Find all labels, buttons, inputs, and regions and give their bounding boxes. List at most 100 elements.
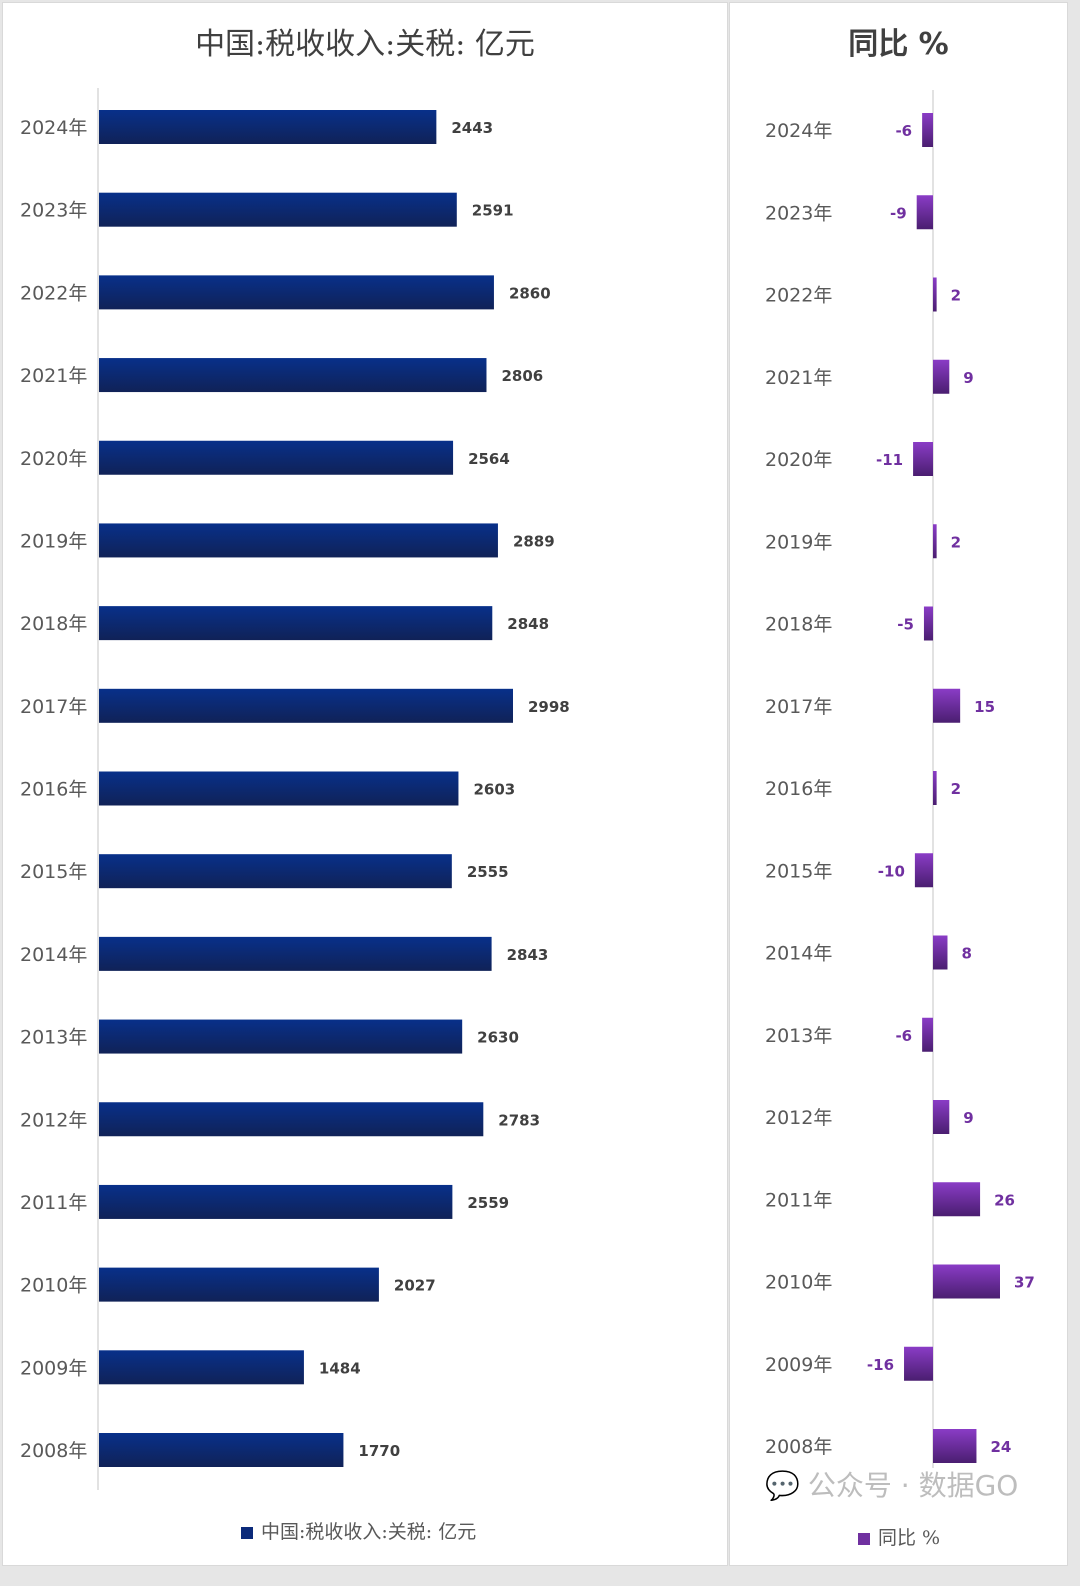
bar <box>916 195 933 230</box>
bar <box>99 275 494 310</box>
bar <box>933 688 961 723</box>
legend: 中国:税收收入:关税: 亿元 <box>241 1523 476 1542</box>
y-tick-label: 2015年 <box>20 861 87 883</box>
data-label: 2555 <box>467 863 509 881</box>
y-tick-label: 2020年 <box>20 448 87 470</box>
y-tick-label: 2016年 <box>20 779 87 801</box>
data-label: -5 <box>897 616 914 634</box>
wechat-icon: 💬 <box>765 1469 800 1502</box>
y-tick-label: 2009年 <box>20 1357 87 1379</box>
data-label: 2591 <box>472 202 514 220</box>
legend-label: 中国:税收收入:关税: 亿元 <box>261 1521 477 1543</box>
bar <box>99 771 459 806</box>
bar <box>99 854 452 889</box>
bar <box>99 1350 304 1385</box>
y-tick-label: 2024年 <box>765 120 832 142</box>
y-tick-label: 2016年 <box>765 778 832 800</box>
chart-title: 中国:税收收入:关税: 亿元 <box>195 27 535 62</box>
data-label: 1484 <box>319 1359 361 1377</box>
y-tick-label: 2019年 <box>765 531 832 553</box>
y-tick-label: 2021年 <box>20 365 87 387</box>
bar <box>99 688 513 723</box>
bar <box>933 277 937 312</box>
bar <box>933 771 937 805</box>
y-tick-label: 2010年 <box>20 1275 87 1297</box>
data-label: 9 <box>963 369 973 387</box>
y-tick-label: 2015年 <box>765 860 832 882</box>
chart-title: 同比 % <box>848 27 949 62</box>
bar <box>933 524 937 559</box>
y-tick-label: 2010年 <box>765 1272 832 1294</box>
y-tick-label: 2024年 <box>20 117 87 139</box>
y-tick-label: 2022年 <box>765 285 832 307</box>
data-label: 2 <box>951 780 961 798</box>
y-tick-label: 2014年 <box>20 944 87 966</box>
data-label: 9 <box>963 1109 973 1127</box>
y-tick-label: 2012年 <box>20 1109 87 1131</box>
y-tick-label: 2012年 <box>765 1107 832 1129</box>
data-label: -9 <box>890 204 907 222</box>
bar <box>913 442 933 476</box>
y-tick-label: 2013年 <box>765 1025 832 1047</box>
y-tick-label: 2011年 <box>765 1189 832 1211</box>
y-tick-label: 2008年 <box>20 1440 87 1462</box>
bar <box>933 1429 977 1463</box>
bar <box>99 523 498 558</box>
legend-label: 同比 % <box>878 1527 941 1549</box>
y-tick-label: 2018年 <box>20 613 87 635</box>
data-label: 2027 <box>394 1277 436 1295</box>
bar <box>99 1102 484 1137</box>
data-label: 2848 <box>507 615 549 633</box>
data-label: 2889 <box>513 532 555 550</box>
y-tick-label: 2008年 <box>765 1436 832 1458</box>
y-tick-label: 2022年 <box>20 282 87 304</box>
legend: 同比 % <box>858 1529 940 1548</box>
data-label: 24 <box>990 1438 1011 1456</box>
bar <box>923 606 933 641</box>
y-tick-label: 2017年 <box>765 696 832 718</box>
bar <box>914 853 933 888</box>
data-label: 2630 <box>477 1029 519 1047</box>
bar <box>99 1267 379 1302</box>
bar <box>933 1264 1000 1299</box>
data-label: 2806 <box>501 367 543 385</box>
bar <box>933 359 950 394</box>
right-chart-panel: 同比 % 同比 % <box>729 2 1068 1566</box>
legend-swatch <box>241 1526 253 1539</box>
bar <box>99 1184 453 1219</box>
y-tick-label: 2019年 <box>20 530 87 552</box>
data-label: -6 <box>895 1027 912 1045</box>
bar <box>99 1433 344 1467</box>
data-label: 2443 <box>451 119 493 137</box>
data-label: 26 <box>994 1191 1015 1209</box>
y-tick-label: 2023年 <box>765 202 832 224</box>
data-label: 1770 <box>358 1442 400 1460</box>
y-tick-label: 2013年 <box>20 1027 87 1049</box>
y-tick-label: 2023年 <box>20 200 87 222</box>
bar <box>99 110 437 144</box>
data-label: -6 <box>895 122 912 140</box>
bar <box>99 192 457 227</box>
data-label: 2559 <box>467 1194 509 1212</box>
bar <box>99 1019 463 1054</box>
bar <box>99 936 492 971</box>
y-tick-label: 2021年 <box>765 367 832 389</box>
data-label: 8 <box>961 945 971 963</box>
y-tick-label: 2017年 <box>20 696 87 718</box>
legend-swatch <box>858 1532 870 1545</box>
bar <box>933 1182 981 1217</box>
data-label: 2860 <box>509 284 551 302</box>
bar <box>922 1017 933 1052</box>
data-label: 37 <box>1014 1274 1035 1292</box>
data-label: 2 <box>951 533 961 551</box>
y-tick-label: 2020年 <box>765 449 832 471</box>
data-label: 2603 <box>473 781 515 799</box>
data-label: 2564 <box>468 450 510 468</box>
bar <box>99 440 454 475</box>
y-tick-label: 2009年 <box>765 1354 832 1376</box>
data-label: 2 <box>951 287 961 305</box>
bar <box>922 113 933 147</box>
y-tick-label: 2011年 <box>20 1192 87 1214</box>
